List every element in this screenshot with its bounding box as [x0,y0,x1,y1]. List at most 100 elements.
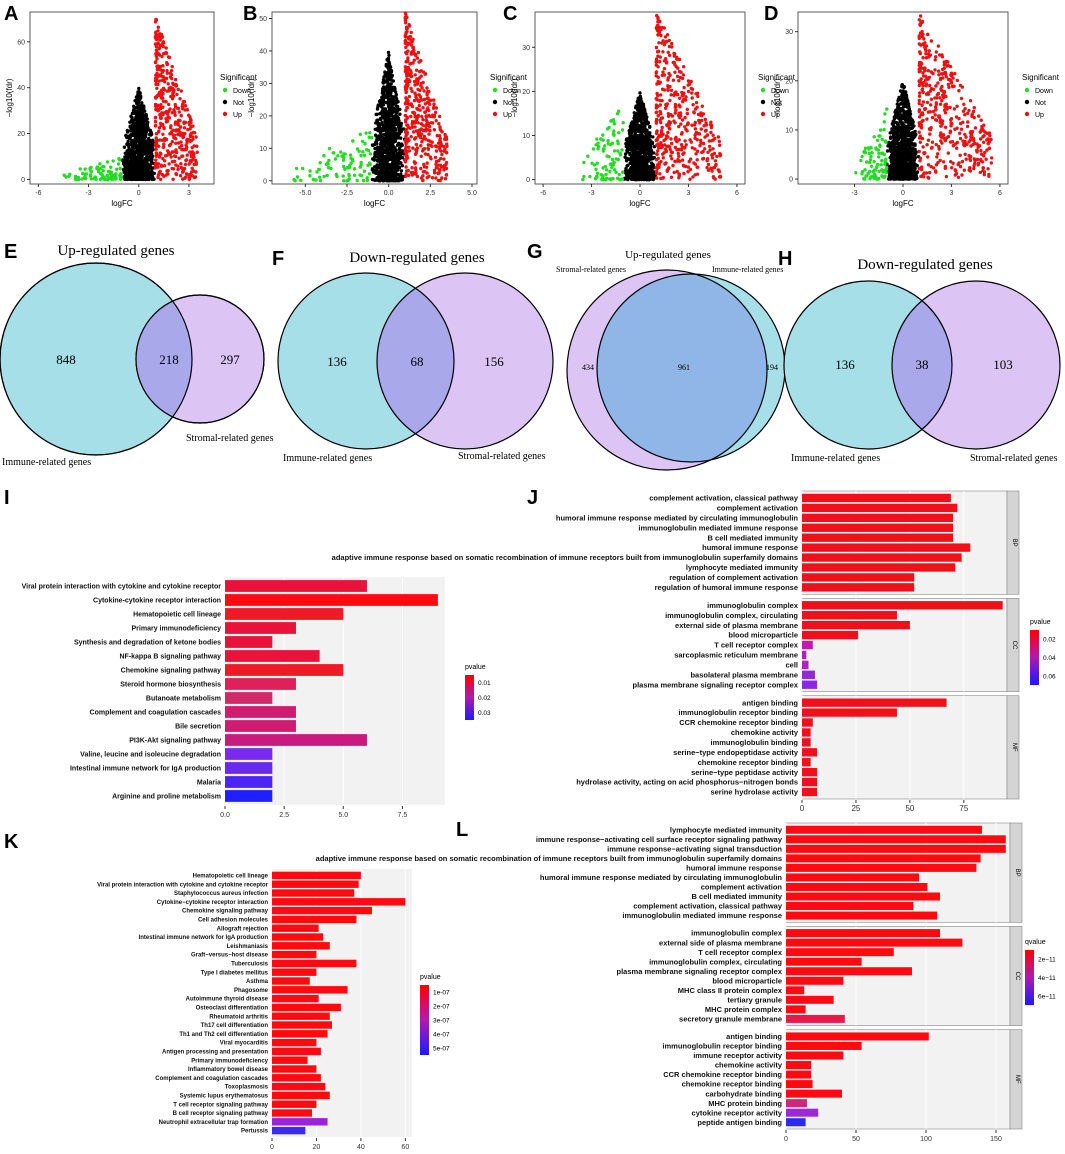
data-point-up [170,64,174,69]
data-point-up [703,117,707,122]
data-point-down [101,164,105,169]
data-point-up [680,76,685,81]
data-point-down [596,147,600,151]
data-point-up [183,104,188,108]
data-point-up [699,141,703,145]
data-point-up [710,156,715,160]
data-point-up [428,128,432,133]
data-point-down [318,161,322,165]
data-point-not [638,100,643,105]
data-point-not [151,138,155,142]
data-point-up [421,137,425,141]
data-point-up [164,50,168,55]
data-point-down [339,150,343,154]
data-point-down [77,177,81,182]
data-point-up [680,94,684,98]
data-point-down [620,148,624,152]
data-point-up [173,120,178,124]
data-point-up [180,106,185,111]
data-point-up [404,71,409,76]
data-point-not [388,65,393,69]
data-point-up [670,41,674,46]
data-point-not [898,89,903,93]
data-point-not [648,138,652,142]
data-point-up [403,15,408,20]
data-point-not [394,104,398,108]
data-point-up [709,125,714,130]
data-point-up [705,165,709,170]
data-point-down [347,172,351,177]
data-point-down [341,174,345,178]
data-point-up [158,73,163,77]
data-point-up [188,139,192,143]
data-point-up [156,175,160,180]
data-point-up [426,89,430,94]
data-point-up [436,178,440,183]
data-point-up [422,134,427,139]
data-point-up [183,162,188,167]
legend-swatch [760,111,766,117]
data-point-not [135,170,139,174]
data-point-not [377,123,381,128]
data-point-not [386,50,391,55]
data-point-up [412,58,416,62]
data-point-up [190,145,194,150]
data-point-up [407,94,412,99]
data-point-up [159,177,163,181]
data-point-down [620,177,625,181]
data-point-down [360,139,365,144]
data-point-up [663,106,668,110]
data-point-up [407,35,412,39]
data-point-not [651,166,656,170]
data-point-not [640,149,644,154]
data-point-down [341,158,346,162]
data-point-not [635,134,639,138]
data-point-up [690,123,694,127]
data-point-up [669,113,673,117]
data-point-not [378,102,382,107]
data-point-up [694,152,698,156]
data-point-not [399,136,403,140]
data-point-not [377,156,382,160]
data-point-down [331,151,335,155]
data-point-down [326,165,331,170]
data-point-up [182,166,187,171]
data-point-up [428,155,432,159]
data-point-not [128,148,132,152]
data-point-not [636,127,640,131]
data-point-up [410,122,414,126]
data-point-not [643,127,647,131]
plot-area [29,11,215,185]
x-tick-label: -3 [588,190,594,197]
data-point-up [156,165,160,169]
data-point-down [342,155,346,160]
data-point-up [658,60,662,64]
data-point-down [109,165,113,169]
data-point-up [171,81,175,86]
data-point-down [88,166,92,171]
x-tick-label: 0.0 [384,190,394,197]
data-point-not [398,132,402,136]
data-point-up [164,76,169,81]
data-point-up [663,35,668,39]
data-point-down [618,153,623,157]
volcano-plot-a: -6 -3 0 30204060logFC−log10(fdr)Significant… [5,11,258,208]
data-point-up [189,174,194,178]
data-point-not [397,126,401,130]
data-point-not [384,138,389,142]
data-point-up [158,113,162,117]
data-point-up [703,135,707,139]
data-point-up [669,150,673,154]
data-point-up [689,140,693,144]
data-point-not [635,100,639,104]
data-point-up [710,153,714,157]
data-point-up [167,109,171,113]
data-point-up [181,154,185,158]
data-point-down [292,177,296,182]
data-point-up [176,106,181,111]
data-point-not [375,142,379,146]
data-point-up [718,154,722,158]
data-point-up [172,154,177,158]
panel-label-I: I [4,487,10,509]
data-point-up [154,158,158,162]
